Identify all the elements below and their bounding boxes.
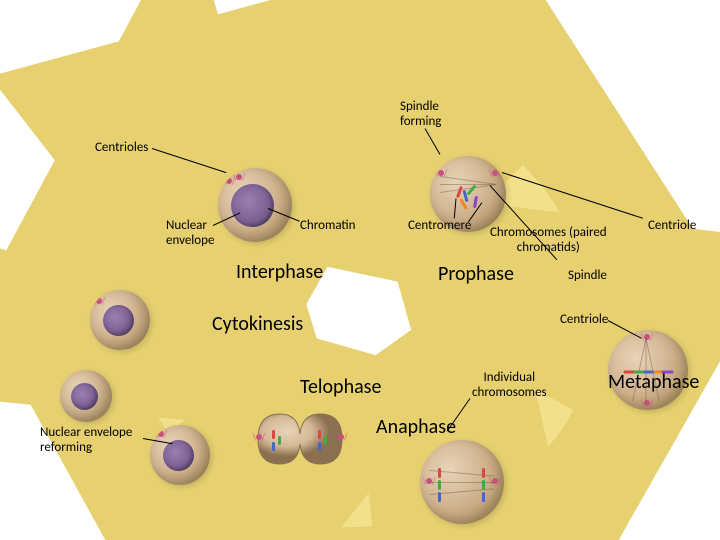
label-centriole-mid: Centriole [560, 312, 608, 327]
leader-centrioles [152, 148, 226, 173]
cell-interphase [218, 168, 292, 242]
phase-label-anaphase: Anaphase [376, 415, 456, 439]
cell-cytokinesis-a [90, 290, 150, 350]
label-chromatin: Chromatin [300, 218, 356, 233]
leader-centriole-top [502, 172, 643, 219]
cell-cytokinesis-b [150, 425, 210, 485]
phase-label-cytokinesis: Cytokinesis [212, 312, 303, 336]
leader-spindle-forming [425, 128, 441, 154]
cell-telophase [250, 406, 350, 472]
phase-label-metaphase: Metaphase [608, 370, 699, 394]
label-centromere: Centromere [408, 218, 471, 233]
page-title: Interphase [273, 20, 447, 69]
label-nuclear-envelope-reforming: Nuclear envelope reforming [40, 425, 132, 455]
label-individual-chromosomes: Individual chromosomes [472, 370, 547, 400]
label-spindle: Spindle [568, 268, 607, 283]
label-nuclear-envelope: Nuclear envelope [166, 218, 214, 248]
label-spindle-forming: Spindle forming [400, 99, 441, 129]
label-centriole-top: Centriole [648, 218, 696, 233]
phase-label-prophase: Prophase [438, 262, 514, 286]
phase-label-interphase: Interphase [236, 260, 323, 284]
cell-anaphase [420, 440, 504, 524]
cell-cytokinesis-c [60, 370, 112, 422]
label-centrioles: Centrioles [95, 140, 148, 155]
cycle-arrows [0, 0, 720, 540]
phase-label-telophase: Telophase [300, 375, 381, 399]
